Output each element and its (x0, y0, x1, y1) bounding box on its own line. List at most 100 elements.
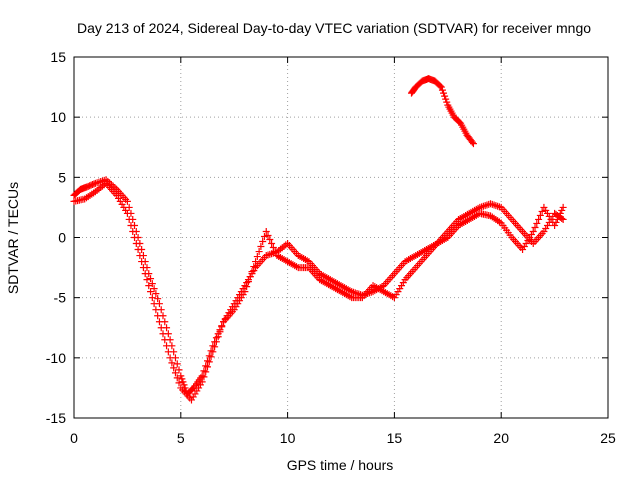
series-secondary (70, 179, 567, 404)
data-point (271, 248, 279, 256)
data-point (127, 221, 135, 229)
y-axis-label: SDTVAR / TECUs (5, 182, 21, 294)
data-point (136, 252, 144, 260)
data-point (536, 211, 544, 219)
data-point (218, 323, 226, 331)
data-point (166, 354, 174, 362)
data-point (556, 209, 564, 217)
data-point (90, 180, 98, 188)
x-tick-label: 20 (493, 430, 509, 446)
data-point (558, 206, 566, 214)
data-point (131, 234, 139, 241)
data-point (551, 221, 559, 229)
y-tick-label: 15 (50, 49, 66, 65)
data-point (202, 368, 210, 376)
series-upper-segment (407, 75, 477, 148)
data-point (252, 258, 260, 266)
data-point (177, 372, 185, 380)
data-point (531, 223, 539, 231)
data-point (204, 363, 211, 371)
data-point (481, 202, 489, 210)
data-point (262, 227, 270, 235)
data-point (264, 231, 272, 239)
data-point (129, 227, 137, 235)
data-point (266, 236, 274, 244)
data-point (173, 360, 181, 368)
data-point (552, 218, 560, 226)
data-point (154, 295, 162, 303)
x-tick-label: 5 (177, 430, 185, 446)
data-point (440, 89, 448, 97)
data-point (555, 212, 563, 220)
data-point (438, 86, 446, 94)
data-point (152, 306, 160, 314)
data-point (535, 215, 543, 223)
data-point (164, 348, 172, 356)
data-point (148, 294, 156, 302)
data-point (253, 253, 261, 261)
data-point (257, 243, 265, 251)
data-point (443, 98, 451, 106)
data-point (259, 238, 267, 246)
data-point (538, 207, 546, 215)
data-point (175, 366, 183, 374)
data-point (125, 215, 133, 223)
data-point (202, 362, 210, 370)
x-tick-label: 0 (70, 430, 78, 446)
data-point (152, 290, 160, 298)
data-point (553, 215, 561, 223)
data-point (494, 202, 502, 210)
data-point (441, 92, 449, 100)
data-point (248, 268, 256, 276)
data-point (209, 348, 217, 356)
data-point (442, 95, 450, 103)
data-point (175, 379, 183, 387)
data-point (161, 336, 169, 344)
data-point (268, 240, 276, 248)
data-point (141, 270, 149, 278)
x-tick-label: 15 (387, 430, 403, 446)
y-tick-label: -15 (46, 410, 66, 426)
data-point (168, 359, 176, 367)
data-point (170, 364, 178, 372)
data-point (483, 201, 491, 209)
data-point (145, 282, 153, 290)
data-point (150, 300, 158, 308)
data-points (70, 75, 567, 404)
data-point (487, 200, 495, 208)
x-tick-label: 10 (280, 430, 296, 446)
data-point (200, 367, 208, 375)
data-point (148, 280, 156, 288)
data-point (147, 275, 155, 283)
data-point (437, 83, 445, 91)
data-point (244, 278, 252, 286)
data-point (204, 357, 211, 365)
data-point (200, 373, 208, 381)
data-point (207, 353, 215, 361)
data-point (143, 276, 151, 284)
data-point (150, 285, 158, 293)
data-point (198, 378, 206, 386)
data-point (255, 248, 263, 256)
data-point (243, 283, 251, 291)
series-main (70, 176, 567, 398)
data-point (241, 288, 249, 296)
data-point (163, 342, 171, 350)
data-point (138, 258, 146, 266)
data-point (212, 338, 220, 346)
y-tick-label: 10 (50, 109, 66, 125)
data-point (123, 197, 131, 205)
x-axis-label: GPS time / hours (287, 457, 394, 473)
data-point (93, 179, 101, 187)
data-point (171, 369, 179, 377)
data-point (436, 82, 444, 90)
data-point (246, 273, 254, 281)
data-point (132, 240, 140, 248)
data-point (488, 200, 496, 208)
data-point (490, 201, 498, 209)
data-point (559, 203, 567, 211)
data-point (155, 318, 163, 326)
y-tick-label: 5 (58, 169, 66, 185)
data-point (157, 324, 165, 332)
